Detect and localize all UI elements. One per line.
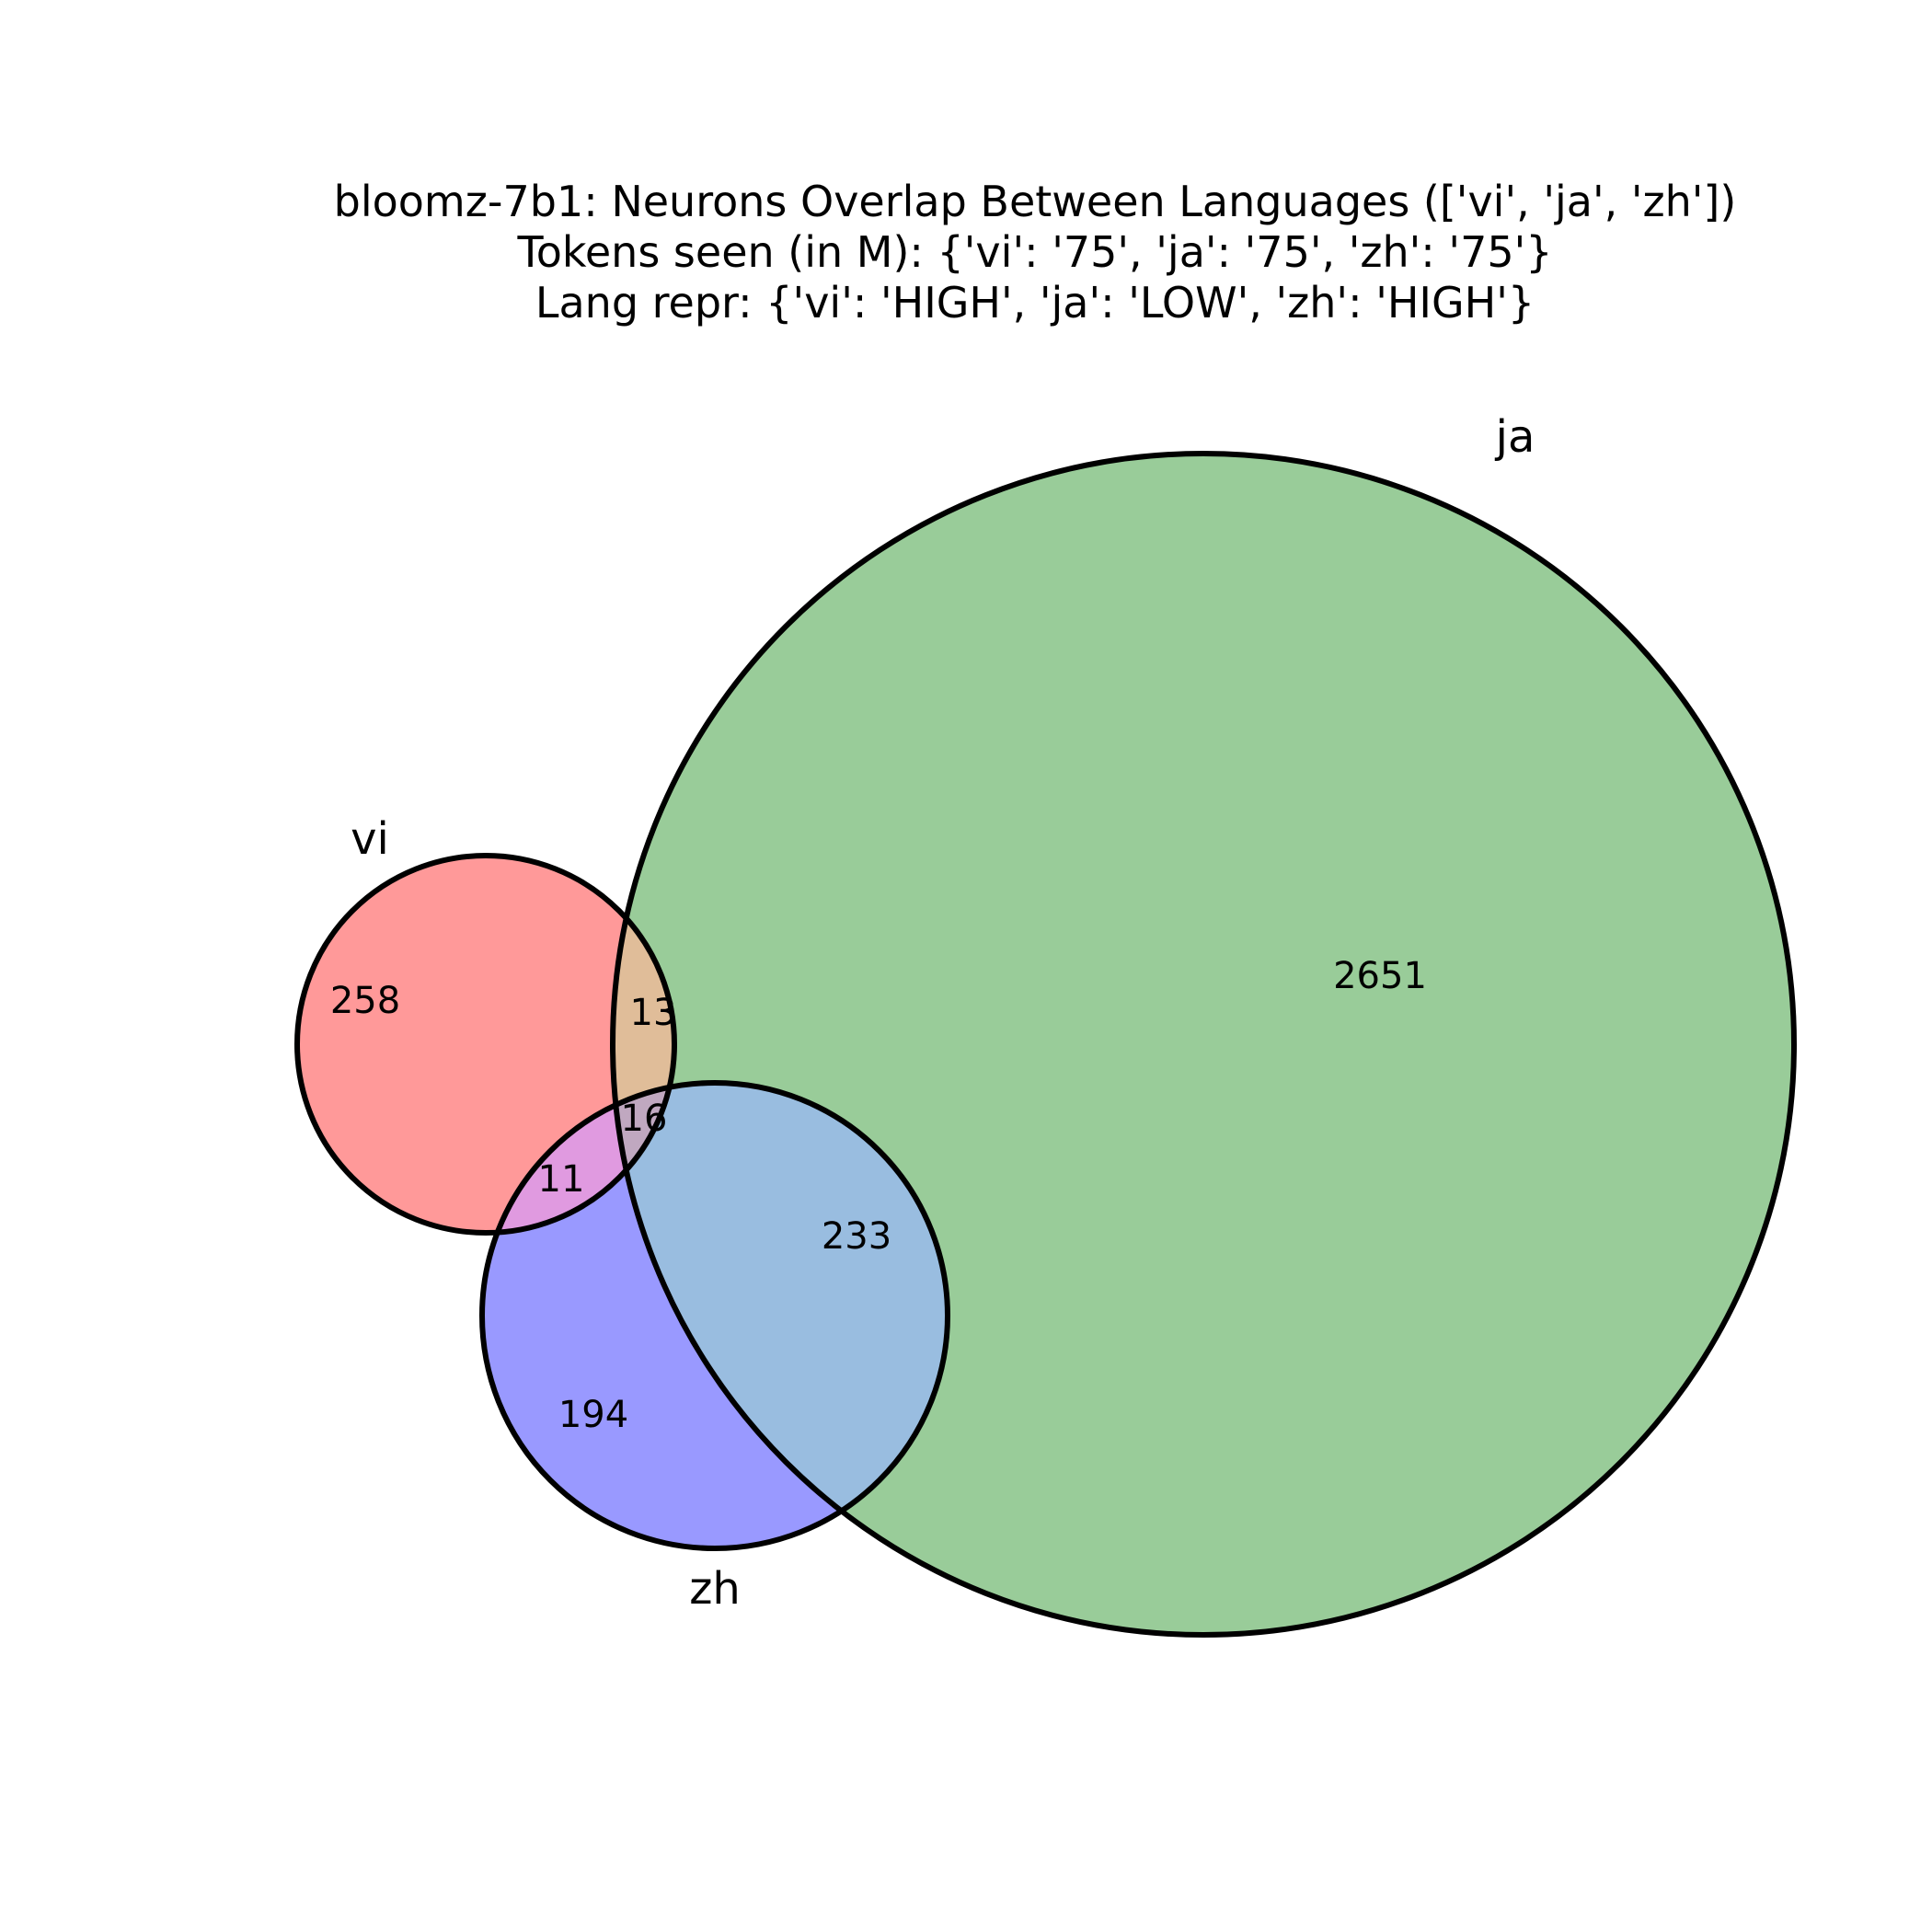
ja-circle-outline bbox=[610, 451, 1797, 1638]
count-vi-zh: 11 bbox=[538, 1158, 585, 1201]
title-line-repr: Lang repr: {'vi': 'HIGH', 'ja': 'LOW', '… bbox=[535, 278, 1535, 328]
count-vi-only: 258 bbox=[330, 980, 400, 1022]
zh-circle-outline bbox=[479, 1080, 950, 1551]
vi-circle-outline bbox=[294, 853, 677, 1236]
count-zh-only: 194 bbox=[558, 1394, 628, 1436]
count-ja-only: 2651 bbox=[1333, 955, 1427, 997]
count-vi-ja: 13 bbox=[630, 992, 677, 1034]
set-label-ja: ja bbox=[1495, 411, 1535, 463]
title-line-model: bloomz-7b1: Neurons Overlap Between Lang… bbox=[333, 177, 1737, 226]
count-ja-zh: 233 bbox=[822, 1215, 891, 1258]
set-label-zh: zh bbox=[689, 1563, 741, 1615]
region-ja-zh bbox=[613, 1083, 948, 1548]
set-label-vi: vi bbox=[351, 813, 389, 865]
count-vi-ja-zh: 16 bbox=[621, 1098, 668, 1140]
figure-title: bloomz-7b1: Neurons Overlap Between Lang… bbox=[271, 177, 1799, 328]
title-line-tokens: Tokens seen (in M): {'vi': '75', 'ja': '… bbox=[517, 227, 1553, 277]
